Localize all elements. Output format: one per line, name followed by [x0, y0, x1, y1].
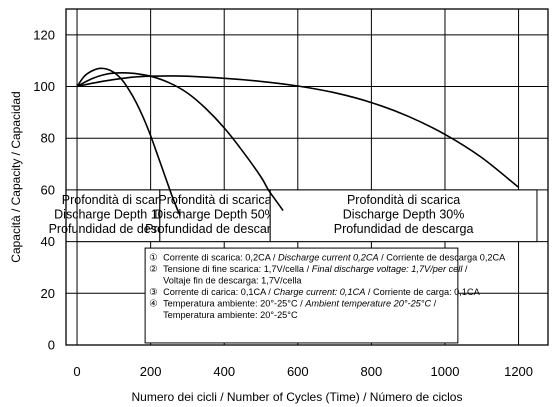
y-tick-label: 0 — [48, 338, 55, 353]
depth-box-label: Profondità di scarica — [62, 193, 175, 207]
x-tick-label: 1200 — [504, 364, 533, 379]
depth-box-label: Profundidad de descarga — [334, 222, 474, 236]
plot-frame — [65, 8, 549, 346]
y-tick-label: 120 — [33, 27, 55, 42]
series-line-3 — [76, 75, 520, 188]
depth-box-label: Profundidad de descarga — [49, 222, 189, 236]
note-line: Tensione di fine scarica: 1,7V/cella / F… — [163, 264, 468, 274]
series-line-2 — [76, 71, 284, 212]
depth-box-label: Profondità di scarica — [347, 193, 460, 207]
note-line: Corrente di scarica: 0,2CA / Discharge c… — [163, 253, 506, 263]
x-tick-label: 600 — [287, 364, 309, 379]
depth-box — [269, 189, 538, 243]
depth-box-label: Discharge Depth 30% — [343, 207, 465, 221]
series-group — [76, 67, 520, 217]
y-tick-label: 60 — [41, 182, 55, 197]
note-line: Temperatura ambiente: 20°-25°C / Ambient… — [163, 299, 437, 309]
note-number: ③ — [149, 287, 158, 298]
depth-box-label: Profundidad de descarga — [145, 222, 285, 236]
x-tick-label: 400 — [213, 364, 235, 379]
y-tick-label: 20 — [41, 286, 55, 301]
y-tick-label: 100 — [33, 79, 55, 94]
depth-box-label: Discharge Depth 100% — [54, 207, 183, 221]
depth-box-label: Discharge Depth 50% — [154, 207, 276, 221]
tick-labels: 0 200 400 600 800 1000 1200 0 20 40 60 80 100 120 — [33, 27, 533, 379]
y-tick-label: 80 — [41, 131, 55, 146]
x-axis-label: Numero dei cicli / Number of Cycles (Tim… — [132, 390, 463, 404]
depth-box — [159, 189, 271, 243]
test-conditions-box: ① Corrente di scarica: 0,2CA / Discharge … — [144, 247, 506, 344]
x-tick-label: 1000 — [431, 364, 460, 379]
x-tick-label: 0 — [73, 364, 80, 379]
notes-frame — [144, 247, 459, 344]
x-tick-label: 200 — [140, 364, 162, 379]
y-tick-label: 40 — [41, 234, 55, 249]
note-number: ① — [149, 253, 158, 264]
note-line: Corrente di carica: 0,1CA / Charge curre… — [163, 287, 480, 297]
y-axis-label: Capacità / Capacity / Capacidad — [9, 91, 23, 262]
note-line-continued: Voltaje fin de descarga: 1,7V/cella — [163, 276, 302, 286]
note-line-continued: Temperatura ambiente: 20°-25°C — [163, 310, 298, 320]
series-line-1 — [76, 67, 181, 217]
x-tick-label: 800 — [361, 364, 383, 379]
note-number: ④ — [149, 299, 158, 310]
note-number: ② — [149, 264, 158, 275]
depth-box-label: Profondità di scarica — [158, 193, 271, 207]
